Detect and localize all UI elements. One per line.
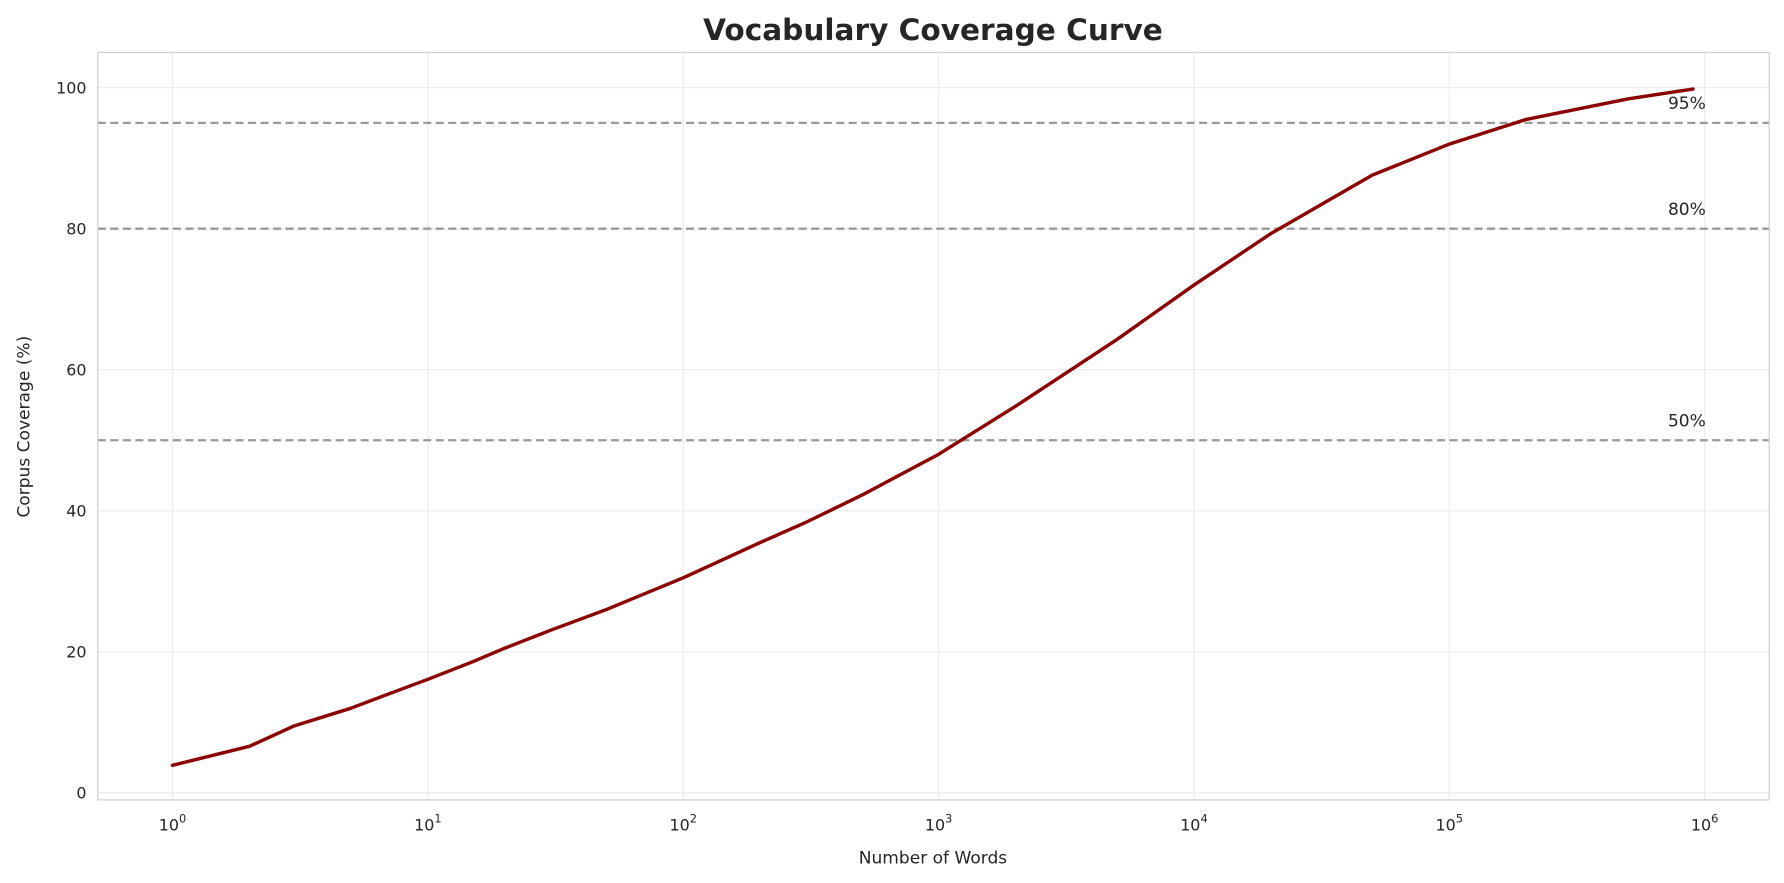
- plot-frame: [97, 51, 1770, 801]
- x-tick-label: 105: [1436, 812, 1463, 835]
- y-tick-label: 20: [66, 642, 86, 661]
- x-tick-label: 106: [1691, 812, 1718, 835]
- x-tick-label: 104: [1180, 812, 1207, 835]
- chart-title: Vocabulary Coverage Curve: [703, 13, 1163, 47]
- x-tick-label: 101: [414, 812, 441, 835]
- reference-label-95: 95%: [1668, 94, 1706, 114]
- y-tick-label: 100: [56, 78, 86, 97]
- x-axis-ticks: 100 101 102 103 104 105 106: [159, 812, 1719, 835]
- x-axis-label: Number of Words: [859, 849, 1008, 869]
- x-tick-label: 102: [669, 812, 696, 835]
- reference-label-50: 50%: [1668, 412, 1706, 432]
- y-tick-label: 0: [76, 784, 86, 803]
- y-tick-label: 60: [66, 360, 86, 379]
- y-axis-ticks: 0 20 40 60 80 100: [56, 78, 86, 802]
- grid: [97, 52, 1770, 800]
- reference-label-80: 80%: [1668, 200, 1706, 220]
- x-tick-label: 103: [925, 812, 952, 835]
- reference-lines: 95% 80% 50%: [97, 94, 1770, 442]
- coverage-line: [170, 87, 1695, 768]
- y-tick-label: 40: [66, 501, 86, 520]
- y-tick-label: 80: [66, 219, 86, 238]
- series: [170, 87, 1695, 768]
- x-tick-label: 100: [159, 812, 186, 835]
- y-axis-label: Corpus Coverage (%): [15, 336, 35, 518]
